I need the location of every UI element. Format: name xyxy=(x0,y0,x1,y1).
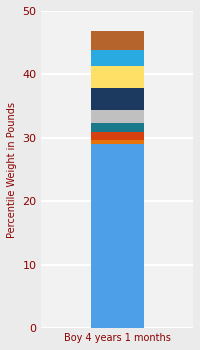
Bar xyxy=(91,122,144,132)
Bar xyxy=(91,30,144,50)
Bar xyxy=(91,132,144,140)
Bar xyxy=(91,88,144,110)
Bar xyxy=(91,110,144,122)
Bar xyxy=(91,144,144,328)
Bar xyxy=(91,140,144,144)
Bar xyxy=(91,50,144,65)
Bar xyxy=(91,65,144,88)
Y-axis label: Percentile Weight in Pounds: Percentile Weight in Pounds xyxy=(7,102,17,238)
